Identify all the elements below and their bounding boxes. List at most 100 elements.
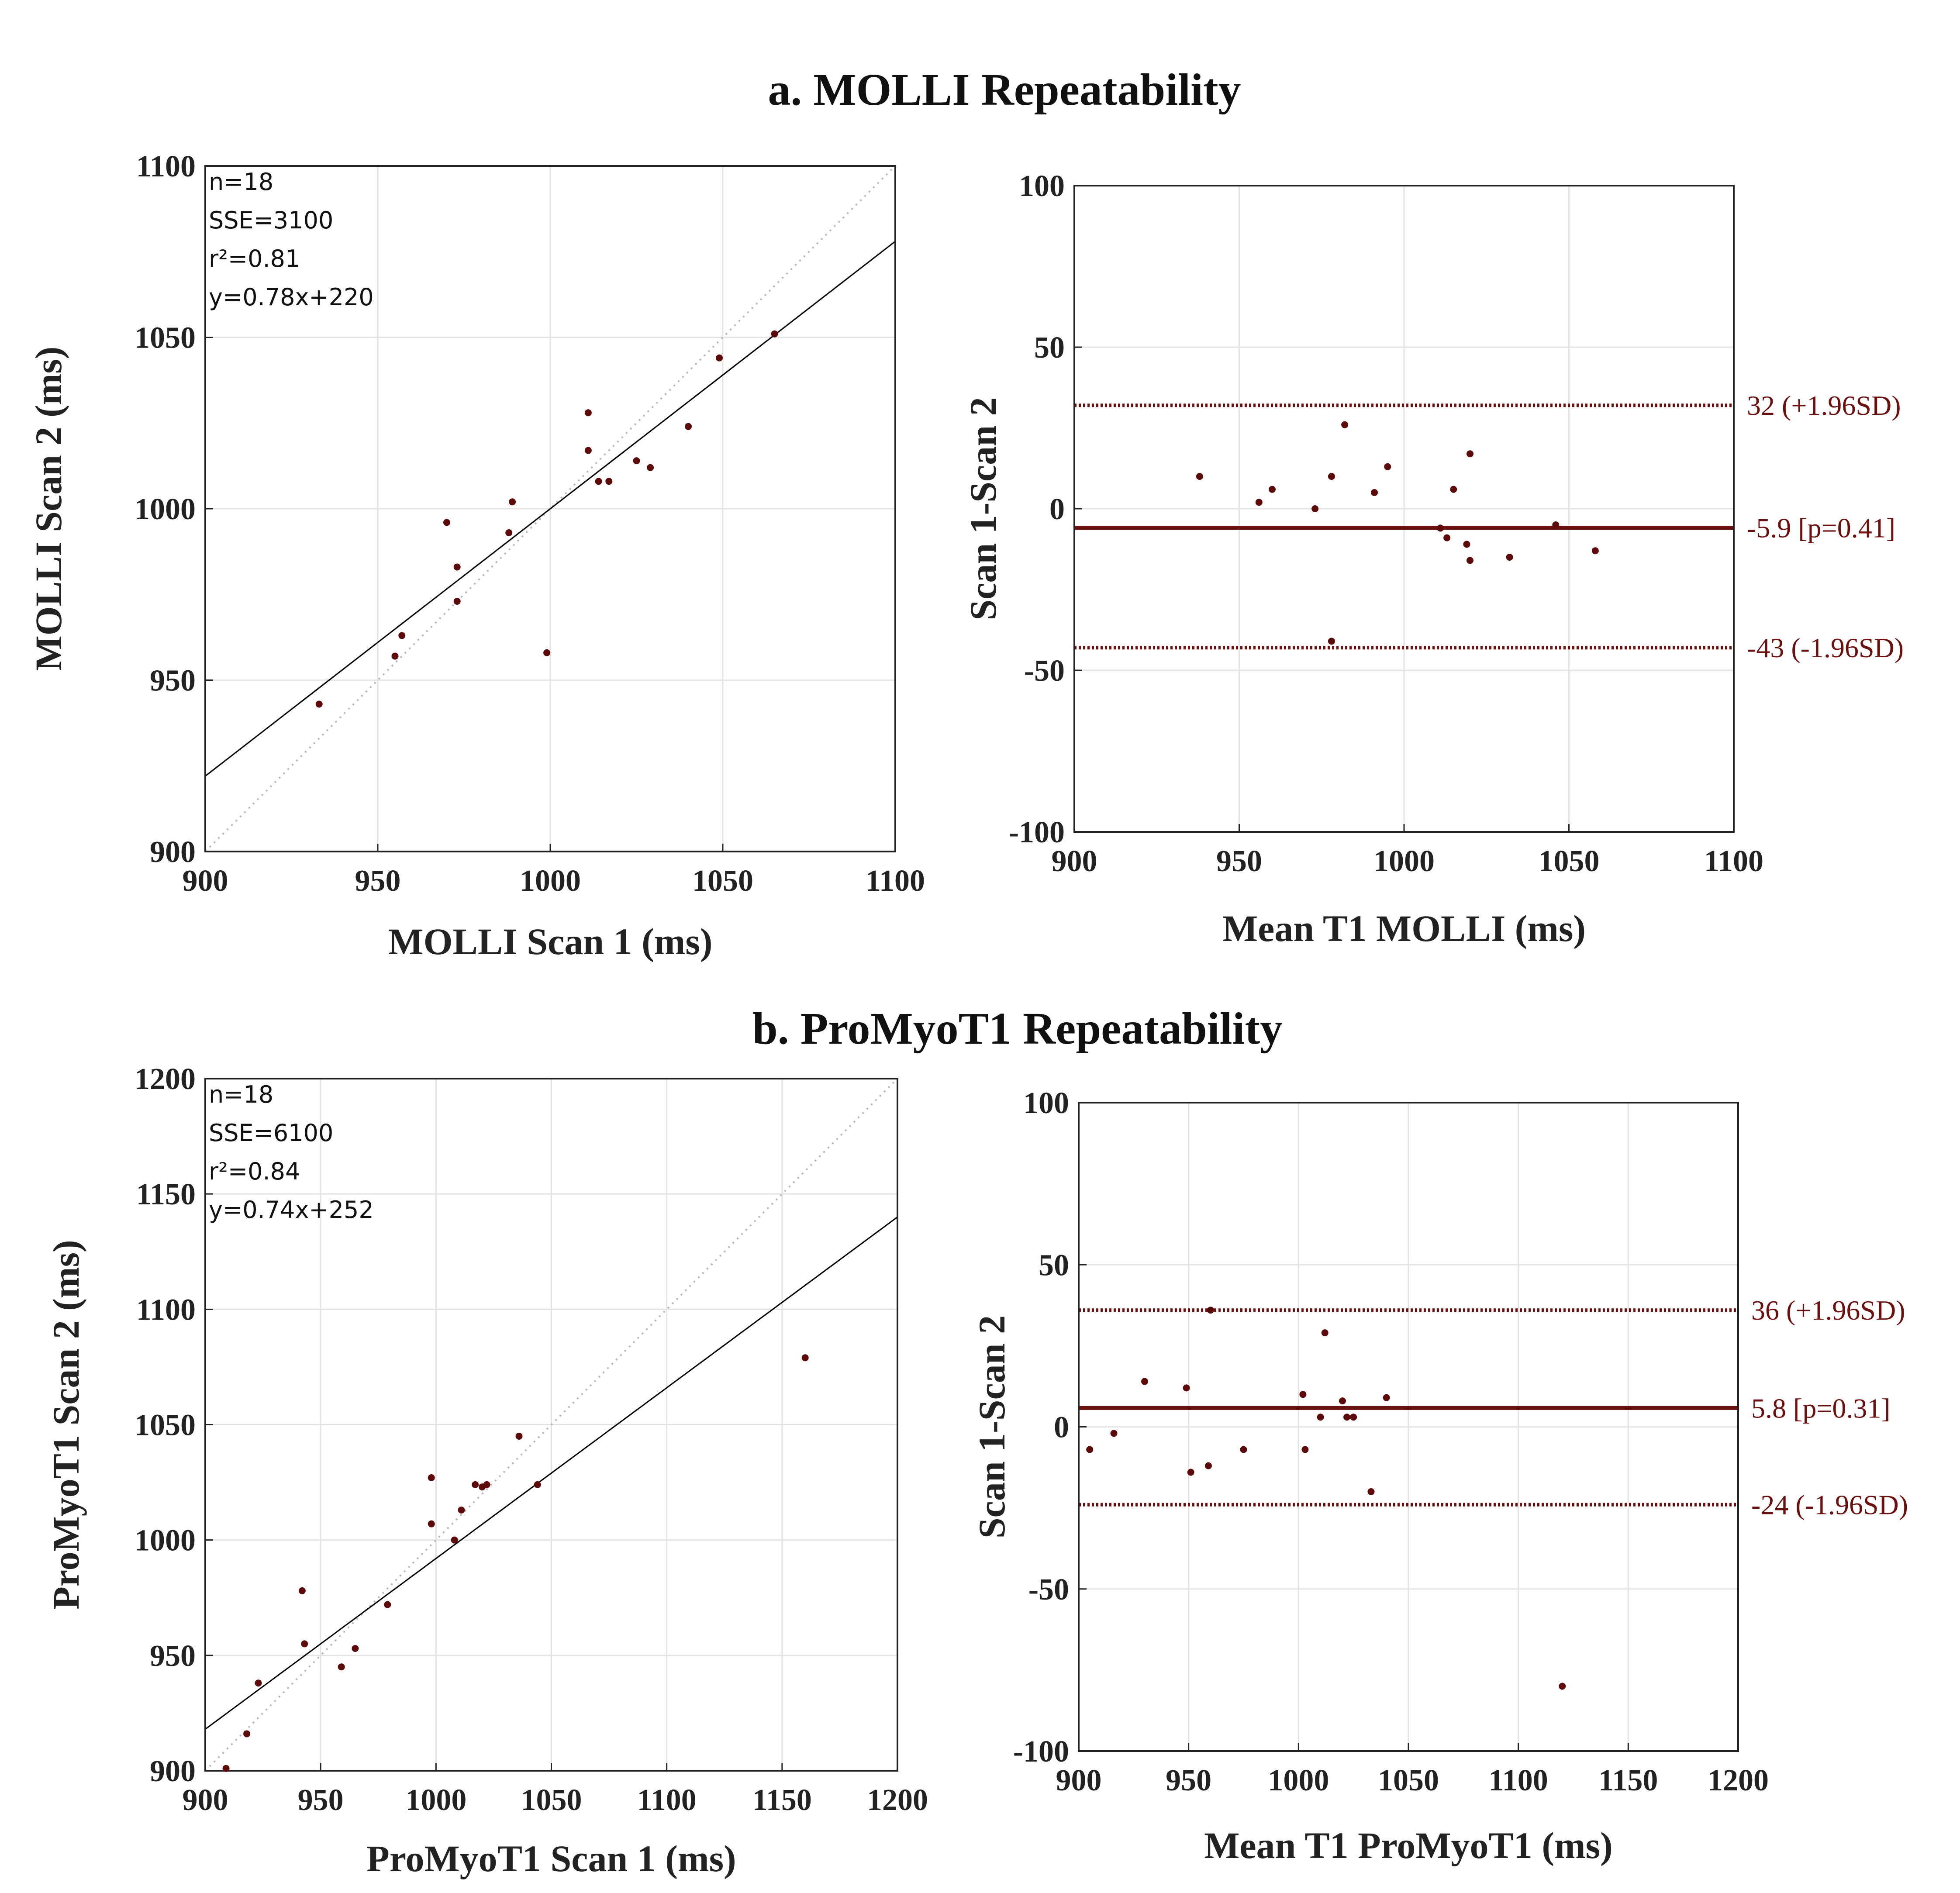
data-point — [1311, 505, 1319, 512]
data-point — [222, 1765, 230, 1772]
x-tick-label: 1050 — [521, 1783, 582, 1817]
ba-line-label: 36 (+1.96SD) — [1751, 1295, 1905, 1326]
stats-annotation: n=18 — [209, 1081, 273, 1108]
data-point — [352, 1645, 359, 1652]
data-point — [1350, 1414, 1357, 1421]
ba-line-label: 32 (+1.96SD) — [1747, 390, 1901, 421]
data-point — [1450, 486, 1457, 493]
data-point — [1086, 1446, 1094, 1453]
x-tick-label: 950 — [1216, 845, 1262, 878]
data-point — [1269, 486, 1276, 493]
data-point — [1367, 1488, 1375, 1495]
x-tick-label: 1100 — [637, 1783, 697, 1817]
y-tick-label: 100 — [1023, 1086, 1069, 1120]
x-axis-label: ProMyoT1 Scan 1 (ms) — [366, 1838, 736, 1879]
x-tick-label: 900 — [183, 1783, 228, 1817]
data-point — [1591, 547, 1599, 555]
data-point — [1552, 521, 1560, 528]
y-tick-label: 50 — [1039, 1248, 1069, 1282]
y-tick-label: 900 — [150, 835, 196, 869]
x-tick-label: 1150 — [1598, 1764, 1658, 1797]
ba-line-label: -24 (-1.96SD) — [1751, 1490, 1908, 1521]
data-point — [428, 1520, 435, 1528]
stats-annotation: SSE=6100 — [209, 1119, 333, 1147]
y-axis-label: ProMyoT1 Scan 2 (ms) — [45, 1240, 87, 1609]
y-tick-label: 1050 — [135, 1409, 196, 1442]
data-point — [633, 457, 640, 465]
y-tick-label: 50 — [1034, 331, 1065, 365]
y-tick-label: -100 — [1013, 1735, 1069, 1769]
data-point — [458, 1506, 465, 1514]
x-tick-label: 900 — [183, 864, 228, 898]
data-point — [1328, 638, 1335, 645]
data-point — [647, 464, 654, 471]
x-tick-label: 900 — [1056, 1764, 1102, 1797]
data-point — [584, 447, 592, 454]
data-point — [1559, 1683, 1566, 1690]
title-promyot1-repeatability: b. ProMyoT1 Repeatability — [752, 1003, 1283, 1054]
data-point — [1204, 1462, 1212, 1469]
data-point — [1255, 499, 1263, 506]
x-tick-label: 1100 — [866, 864, 925, 898]
y-tick-label: 1150 — [136, 1178, 196, 1211]
x-tick-label: 1150 — [752, 1783, 812, 1817]
data-point — [1443, 534, 1451, 541]
data-point — [685, 423, 692, 430]
data-point — [1317, 1414, 1324, 1421]
data-point — [315, 700, 323, 708]
data-point — [1141, 1378, 1148, 1385]
x-tick-label: 1100 — [1704, 845, 1763, 878]
ba-line-label: -5.9 [p=0.41] — [1747, 513, 1895, 544]
y-tick-label: -50 — [1024, 654, 1065, 688]
data-point — [1343, 1414, 1351, 1421]
data-point — [1196, 473, 1203, 480]
ba-line-label: 5.8 [p=0.31] — [1751, 1393, 1891, 1424]
x-axis-label: MOLLI Scan 1 (ms) — [388, 921, 713, 962]
x-tick-label: 1100 — [1489, 1764, 1548, 1797]
data-point — [451, 1536, 458, 1544]
data-point — [453, 563, 461, 571]
data-point — [301, 1640, 308, 1648]
x-tick-label: 1000 — [405, 1783, 466, 1817]
panel-promyot1-scatter: 900 950 1000 1050 1100 1150 1200 900 950 1000 1050… — [45, 1062, 928, 1879]
x-tick-label: 1050 — [692, 864, 753, 898]
data-point — [428, 1474, 435, 1482]
fit-line — [205, 241, 895, 777]
x-tick-label: 1000 — [520, 864, 581, 898]
x-tick-label: 1000 — [1373, 845, 1435, 878]
x-tick-label: 1000 — [1268, 1764, 1329, 1797]
data-point — [801, 1354, 809, 1362]
data-point — [243, 1730, 251, 1738]
data-point — [298, 1587, 306, 1594]
stats-annotation: y=0.78x+220 — [209, 283, 374, 311]
data-point — [1187, 1469, 1194, 1476]
data-point — [1299, 1391, 1307, 1398]
data-point — [1207, 1307, 1214, 1314]
data-point — [534, 1481, 541, 1488]
data-point — [1506, 554, 1513, 561]
y-tick-label: 1000 — [135, 1524, 196, 1558]
plot-lines — [205, 1079, 897, 1771]
data-point — [1341, 421, 1349, 428]
data-point — [1437, 524, 1444, 532]
x-tick-label: 1050 — [1378, 1764, 1439, 1797]
y-tick-label: 0 — [1049, 493, 1065, 526]
identity-line — [205, 1079, 897, 1771]
data-point — [443, 519, 450, 526]
y-tick-label: 100 — [1019, 169, 1065, 203]
data-point — [584, 409, 592, 417]
data-point — [1384, 463, 1391, 470]
stats-annotation: SSE=3100 — [209, 207, 333, 234]
panel-molli-scatter: 900 950 1000 1050 1100 900 950 1000 1050 1100 MOLL… — [28, 150, 925, 962]
data-point — [771, 330, 778, 338]
x-tick-label: 950 — [298, 1783, 344, 1817]
data-point — [515, 1432, 523, 1440]
y-axis-label: Scan 1-Scan 2 — [962, 397, 1004, 620]
data-point — [391, 652, 399, 660]
y-tick-label: 1100 — [136, 1293, 196, 1327]
data-point — [1383, 1394, 1390, 1401]
data-point — [595, 478, 602, 485]
data-point — [1328, 473, 1335, 480]
